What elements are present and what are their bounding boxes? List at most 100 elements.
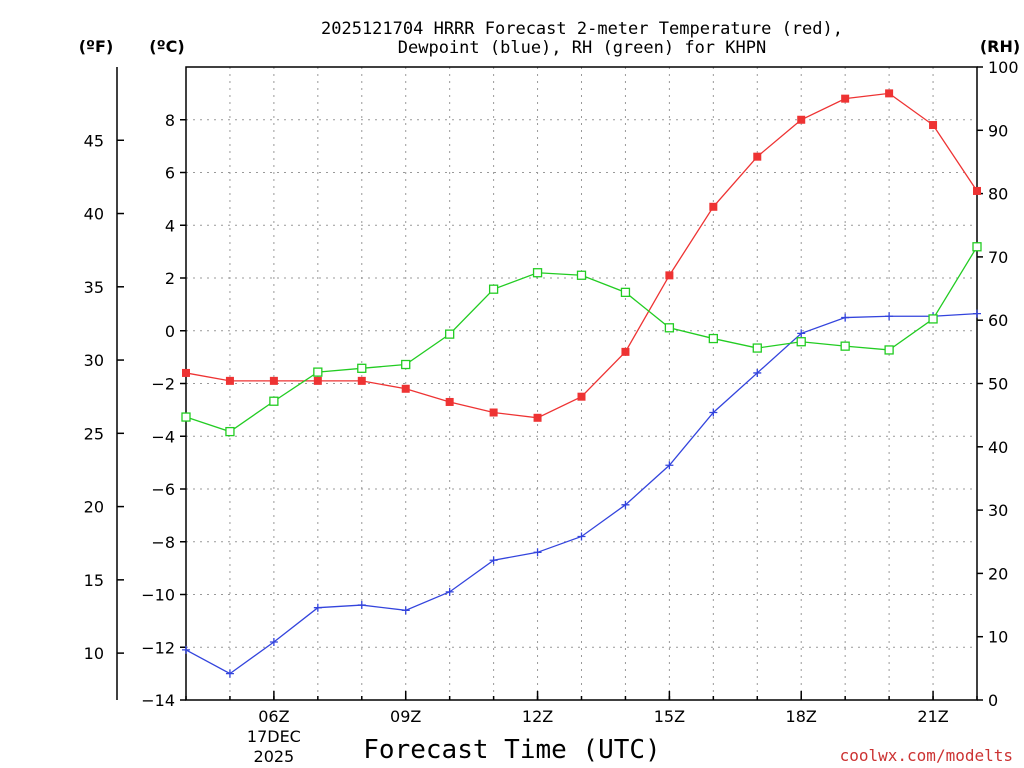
rh-tick-label: 40 — [988, 438, 1008, 457]
rh-point — [225, 426, 235, 437]
fahrenheit-tick-label: 20 — [84, 498, 104, 517]
dewpoint-point — [269, 637, 278, 646]
fahrenheit-tick-label: 10 — [84, 644, 104, 663]
rh-point — [576, 270, 587, 280]
rh-point — [357, 363, 367, 373]
fahrenheit-tick-label: 30 — [84, 351, 104, 370]
series-dewpoint — [182, 309, 981, 678]
celsius-tick-label: −2 — [151, 375, 175, 394]
fahrenheit-tick-label: 45 — [84, 131, 104, 150]
celsius-tick-label: −12 — [141, 638, 175, 657]
celsius-tick-label: −14 — [141, 691, 175, 710]
rh-point — [752, 343, 762, 353]
dewpoint-point — [489, 556, 498, 565]
temperature-point — [973, 186, 981, 195]
dewpoint-point — [533, 548, 542, 557]
rh-point — [884, 345, 894, 355]
rh-point — [796, 337, 806, 347]
dewpoint-point — [357, 601, 366, 610]
temperature-point — [269, 376, 278, 385]
temperature-point — [709, 202, 718, 211]
rh-tick-label: 20 — [988, 564, 1008, 583]
axes: −14 −12 −10 −8 −6 −4 −2 0 2 4 6 8 10 15 20 25 30 35 40 45 0 1… — [84, 58, 1019, 710]
temperature-point — [753, 152, 762, 161]
credit-text: coolwx.com/modelts — [840, 746, 1013, 765]
rh-point — [840, 341, 850, 351]
celsius-tick-label: −10 — [141, 586, 175, 605]
x-tick-label: 21Z — [917, 707, 948, 726]
rh-point — [313, 367, 323, 377]
celsius-tick-label: −4 — [151, 427, 175, 446]
temperature-point — [489, 408, 498, 417]
x-tick-year-label: 2025 — [254, 747, 295, 766]
rh-tick-label: 70 — [988, 248, 1008, 267]
dewpoint-point — [841, 313, 850, 322]
celsius-unit-label: (ºC) — [149, 37, 184, 56]
rh-unit-label: (RH) — [980, 37, 1020, 56]
rh-tick-label: 50 — [988, 375, 1008, 394]
temperature-point — [225, 376, 234, 385]
celsius-tick-label: 4 — [165, 216, 175, 235]
dewpoint-point — [313, 603, 322, 612]
dewpoint-point — [445, 587, 454, 596]
rh-point — [972, 242, 982, 252]
temperature-point — [533, 413, 542, 422]
temperature-point — [401, 384, 410, 393]
grid-lines — [186, 67, 977, 700]
rh-point — [928, 314, 938, 324]
x-axis-label: Forecast Time (UTC) — [363, 735, 660, 765]
rh-tick-label: 90 — [988, 121, 1008, 140]
rh-point — [488, 284, 499, 294]
dewpoint-point — [709, 408, 718, 417]
dewpoint-point — [225, 669, 234, 678]
fahrenheit-tick-label: 40 — [84, 205, 104, 224]
rh-point — [708, 333, 718, 344]
rh-point — [269, 396, 279, 406]
celsius-tick-label: 8 — [165, 111, 175, 130]
x-tick-label: 09Z — [390, 707, 421, 726]
rh-point — [620, 287, 631, 297]
rh-tick-label: 60 — [988, 311, 1008, 330]
rh-tick-label: 100 — [988, 58, 1019, 77]
dewpoint-line — [185, 312, 978, 675]
temperature-point — [182, 368, 190, 377]
celsius-tick-label: −8 — [151, 533, 175, 552]
rh-point — [401, 359, 411, 370]
data-series — [181, 89, 982, 678]
celsius-tick-label: 2 — [165, 269, 175, 288]
temperature-point — [665, 271, 674, 280]
x-tick-label: 15Z — [654, 707, 685, 726]
rh-tick-label: 30 — [988, 501, 1008, 520]
dewpoint-point — [753, 368, 762, 377]
dewpoint-point — [665, 461, 674, 470]
celsius-tick-label: 6 — [165, 164, 175, 183]
rh-point — [181, 412, 191, 422]
temperature-point — [445, 397, 454, 406]
fahrenheit-tick-label: 15 — [84, 571, 104, 590]
dewpoint-point — [973, 309, 981, 318]
fahrenheit-unit-label: (ºF) — [79, 37, 114, 56]
dewpoint-point — [401, 606, 410, 615]
rh-point — [445, 329, 455, 339]
dewpoint-point — [621, 500, 630, 509]
series-temperature — [182, 89, 981, 422]
temperature-point — [929, 121, 938, 130]
fahrenheit-tick-label: 25 — [84, 424, 104, 443]
dewpoint-point — [182, 645, 190, 654]
temperature-point — [841, 94, 850, 103]
x-tick-label: 12Z — [522, 707, 553, 726]
temperature-point — [577, 392, 586, 401]
series-rh — [181, 242, 982, 437]
dewpoint-point — [797, 329, 806, 338]
rh-point — [664, 323, 675, 333]
temperature-point — [357, 376, 366, 385]
celsius-tick-label: 0 — [165, 322, 175, 341]
rh-tick-label: 80 — [988, 185, 1008, 204]
chart-title-line1: 2025121704 HRRR Forecast 2-meter Tempera… — [321, 19, 843, 39]
rh-tick-label: 10 — [988, 628, 1008, 647]
temperature-point — [313, 376, 322, 385]
chart-title-line2: Dewpoint (blue), RH (green) for KHPN — [398, 38, 766, 58]
rh-point — [532, 268, 543, 278]
